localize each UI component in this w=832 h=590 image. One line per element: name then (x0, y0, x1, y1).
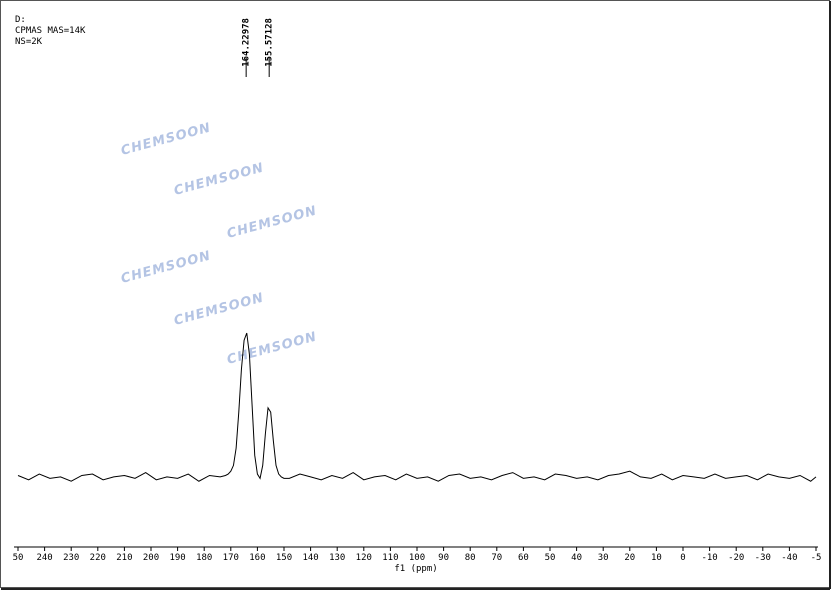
header-line: NS=2K (15, 37, 43, 47)
x-tick-label: 180 (196, 553, 212, 563)
x-tick-label: 0 (680, 553, 685, 563)
x-tick-label: 50 (13, 553, 24, 563)
x-tick-label: 140 (302, 553, 318, 563)
x-tick-label: 130 (329, 553, 345, 563)
x-tick-label: 170 (223, 553, 239, 563)
spectrum-line (17, 332, 817, 482)
x-tick-label: -5 (811, 553, 822, 563)
x-tick-label: 20 (624, 553, 635, 563)
x-tick-label: 90 (438, 553, 449, 563)
x-tick-label: 10 (651, 553, 662, 563)
x-tick-label: -40 (781, 553, 797, 563)
header-line: D: (15, 15, 26, 25)
x-axis-label: f1 (ppm) (394, 564, 437, 574)
x-tick-label: 110 (382, 553, 398, 563)
x-tick-label: 80 (465, 553, 476, 563)
x-tick-label: 160 (249, 553, 265, 563)
header-line: CPMAS MAS=14K (15, 26, 86, 36)
x-tick-label: -30 (755, 553, 771, 563)
x-tick-label: 100 (409, 553, 425, 563)
x-tick-label: 210 (116, 553, 132, 563)
x-tick-label: 40 (571, 553, 582, 563)
x-tick-label: 240 (36, 553, 52, 563)
x-tick-label: 220 (90, 553, 106, 563)
x-tick-label: 60 (518, 553, 529, 563)
peak-label: 164.22978 (242, 18, 252, 67)
x-tick-label: 200 (143, 553, 159, 563)
x-tick-label: 150 (276, 553, 292, 563)
x-tick-label: 70 (491, 553, 502, 563)
x-tick-label: 230 (63, 553, 79, 563)
peak-label: 155.57128 (265, 18, 275, 67)
x-tick-label: 120 (356, 553, 372, 563)
x-tick-label: 50 (545, 553, 556, 563)
x-tick-label: -10 (701, 553, 717, 563)
x-tick-label: 190 (169, 553, 185, 563)
x-tick-label: -20 (728, 553, 744, 563)
x-tick-label: 30 (598, 553, 609, 563)
